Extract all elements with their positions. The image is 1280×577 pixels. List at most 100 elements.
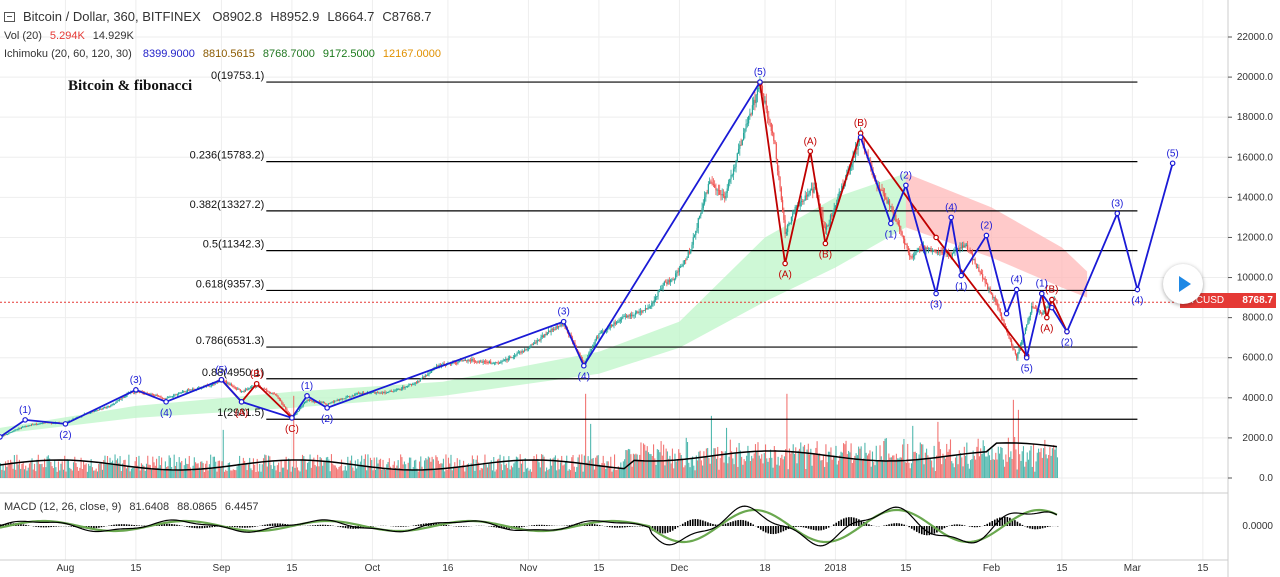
- macd-histogram-bar: [261, 525, 264, 526]
- volume-bar: [681, 458, 684, 478]
- volume-bar: [917, 458, 919, 478]
- candle-body: [764, 100, 766, 103]
- volume-bar: [943, 456, 945, 478]
- candle-body: [979, 271, 981, 273]
- volume-bar: [480, 467, 482, 478]
- volume-bar: [792, 444, 794, 478]
- macd-histogram-bar: [832, 524, 835, 526]
- candle-body: [20, 427, 22, 429]
- macd-histogram-bar: [694, 519, 697, 526]
- volume-bar: [919, 442, 921, 478]
- macd-histogram-bar: [825, 526, 827, 529]
- macd-histogram-bar: [770, 526, 772, 534]
- volume-bar: [519, 454, 521, 478]
- volume-bar: [909, 468, 911, 478]
- volume-bar: [417, 471, 419, 478]
- macd-histogram-bar: [614, 526, 616, 528]
- volume-bar: [305, 469, 307, 478]
- macd-histogram-bar: [1039, 526, 1041, 529]
- volume-bar: [246, 470, 248, 478]
- candle-body: [495, 362, 497, 364]
- collapse-icon[interactable]: [4, 12, 15, 22]
- volume-bar: [100, 462, 102, 478]
- volume-bar: [395, 467, 397, 478]
- volume-bar: [303, 456, 305, 478]
- volume-bar: [342, 470, 344, 478]
- volume-bar: [402, 464, 404, 478]
- volume-bar: [490, 460, 492, 478]
- candle-body: [29, 425, 31, 426]
- fib-level-label: 0.786(6531.3): [196, 335, 265, 347]
- macd-histogram-bar: [810, 526, 812, 530]
- volume-bar: [31, 458, 33, 478]
- volume-bar: [514, 461, 516, 478]
- macd-histogram-bar: [986, 523, 989, 526]
- candle-body: [892, 210, 894, 217]
- candle-body: [24, 426, 26, 427]
- candle-body: [983, 278, 985, 280]
- volume-bar: [757, 442, 759, 478]
- volume-bar: [822, 455, 824, 478]
- x-tick-label: 15: [130, 563, 142, 574]
- candle-body: [356, 392, 358, 394]
- x-tick-label: Feb: [983, 563, 1001, 574]
- macd-histogram-bar: [785, 526, 787, 531]
- volume-bar: [197, 463, 199, 478]
- macd-histogram-bar: [40, 526, 42, 528]
- candle-body: [404, 386, 406, 389]
- volume-bar: [674, 453, 676, 478]
- x-tick-label: Mar: [1124, 563, 1142, 574]
- candle-body: [612, 324, 614, 327]
- volume-bar: [339, 465, 341, 478]
- macd-histogram-bar: [337, 526, 339, 527]
- candle-body: [992, 294, 994, 299]
- volume-bar: [710, 415, 712, 478]
- volume-bar: [415, 459, 417, 478]
- volume-bar: [125, 468, 127, 478]
- candle-body: [982, 274, 984, 279]
- candle-body: [278, 398, 280, 400]
- volume-bar: [1046, 458, 1048, 478]
- volume-bar: [75, 463, 77, 478]
- volume-bar: [351, 455, 353, 478]
- volume-bar: [582, 471, 584, 478]
- volume-bar: [12, 468, 14, 478]
- volume-bar: [790, 453, 792, 478]
- volume-bar: [33, 463, 36, 478]
- candle-body: [370, 392, 372, 394]
- candle-body: [721, 194, 723, 195]
- macd-histogram-bar: [271, 523, 274, 526]
- candle-body: [790, 216, 793, 223]
- macd-histogram-bar: [369, 526, 372, 527]
- candle-body: [198, 387, 200, 389]
- macd-histogram-bar: [608, 526, 611, 528]
- candle-body: [931, 251, 933, 252]
- candle-body: [904, 238, 906, 245]
- macd-histogram-bar: [176, 524, 178, 526]
- volume-bar: [67, 460, 70, 478]
- volume-bar: [834, 455, 836, 478]
- volume-bar: [724, 451, 726, 478]
- volume-bar: [686, 442, 689, 478]
- volume-bar: [815, 447, 817, 478]
- volume-bar: [887, 460, 889, 478]
- volume-bar: [625, 450, 627, 478]
- volume-bar: [533, 455, 535, 478]
- wave-label: (1): [19, 405, 31, 416]
- candle-body: [152, 394, 155, 396]
- volume-bar: [795, 447, 797, 478]
- volume-bar: [1005, 454, 1007, 478]
- macd-histogram-bar: [692, 519, 694, 526]
- volume-bar: [1025, 461, 1027, 478]
- play-button[interactable]: [1163, 264, 1203, 304]
- macd-histogram-bar: [993, 519, 996, 526]
- macd-histogram-bar: [870, 525, 873, 526]
- y-tick-label: 12000.0: [1237, 232, 1274, 243]
- macd-histogram-bar: [171, 524, 173, 526]
- volume-bar: [869, 450, 871, 478]
- volume-bar: [152, 456, 154, 478]
- candle-body: [1000, 312, 1003, 319]
- macd-histogram-bar: [1001, 516, 1004, 526]
- volume-bar: [81, 469, 83, 478]
